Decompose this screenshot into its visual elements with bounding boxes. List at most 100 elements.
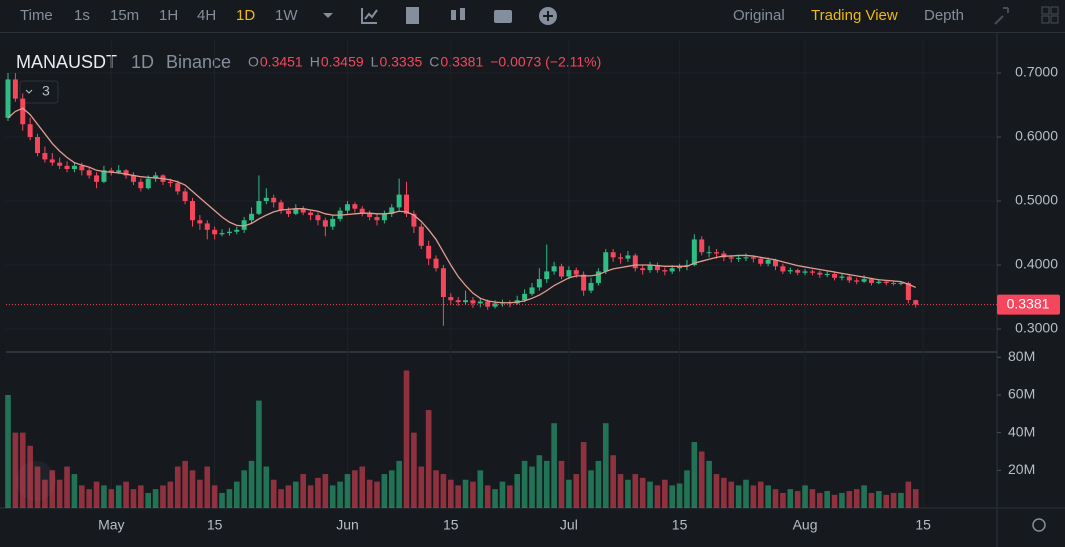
interval[interactable]: 1H (159, 7, 179, 24)
volume-bar (499, 481, 506, 508)
y-tick-label: 60M (1008, 386, 1035, 402)
candle-body (581, 274, 587, 291)
candle-body (138, 181, 144, 189)
candle-body (485, 301, 491, 307)
candle-body (381, 213, 387, 221)
candle-body (42, 153, 48, 160)
interval[interactable]: 15m (110, 7, 140, 24)
volume-bar (440, 474, 447, 508)
candle-body (101, 170, 107, 182)
volume-bar (101, 485, 107, 508)
candle-body (566, 270, 572, 277)
indicator-badge[interactable] (19, 80, 59, 104)
camera-icon[interactable] (494, 10, 512, 23)
candle-body (618, 257, 624, 259)
fullscreen-icon[interactable] (994, 7, 1009, 25)
volume-bar (455, 485, 461, 508)
volume-bar (654, 485, 661, 508)
ohlc-value: 0.3381 (440, 54, 483, 70)
candle-body (12, 79, 18, 99)
volume-bar (787, 489, 794, 508)
volume-bar (108, 489, 115, 508)
volume-bar (263, 466, 270, 508)
volume-bar (174, 466, 181, 508)
volume-bar (418, 466, 425, 508)
volume-bar (676, 483, 683, 508)
candle-body (35, 137, 41, 154)
volume-bar (115, 485, 122, 508)
volume-bar (411, 432, 417, 508)
candle-body (57, 162, 63, 166)
candle-body (455, 300, 461, 303)
candle-body (750, 257, 756, 259)
interval[interactable]: 1s (74, 7, 90, 24)
candle-body (802, 271, 808, 273)
candle-body (765, 259, 771, 264)
volume-bar (462, 479, 469, 508)
volume-bar (647, 481, 653, 508)
indicator-icon[interactable] (406, 7, 419, 24)
change: −0.0073 (−2.11%) (490, 54, 601, 70)
exchange: Binance (166, 52, 231, 72)
volume-bar (625, 479, 631, 508)
chart: MANAUSDT 1D Binance 3 O 0.3451 H 0.3459 L 0.3… (0, 32, 1065, 547)
interval[interactable]: Time (20, 7, 53, 24)
volume-bar (123, 481, 129, 508)
candle-body (256, 201, 262, 214)
candle-body (64, 165, 70, 170)
candle-body (330, 218, 336, 227)
candle-body (308, 212, 314, 216)
candle-icon (460, 8, 465, 20)
candle-body (913, 300, 919, 305)
candle-body (86, 170, 92, 176)
volume-bar (817, 492, 823, 508)
interval[interactable]: 4H (197, 7, 217, 24)
candle-body (463, 300, 469, 303)
settings-icon[interactable] (1032, 518, 1046, 532)
candle-body (559, 266, 564, 277)
interval[interactable]: 1W (275, 7, 298, 24)
volume-bar (145, 492, 152, 508)
volume-bar (197, 479, 203, 508)
volume-bar (307, 485, 314, 508)
volume-bar (809, 489, 816, 508)
layout-icon[interactable] (1041, 6, 1050, 15)
volume-bar (270, 479, 277, 508)
interval[interactable]: 1D (236, 7, 256, 24)
symbol: MANAUSDT (16, 52, 117, 72)
y-tick-label: 80M (1008, 348, 1035, 364)
view-tab[interactable]: Depth (924, 7, 965, 24)
candle-body (27, 124, 33, 138)
x-tick-label: Aug (793, 517, 818, 533)
volume-bar (780, 492, 786, 508)
view-tab[interactable]: Trading View (811, 7, 898, 24)
draw-icon[interactable] (361, 8, 378, 24)
candle-body (278, 202, 284, 211)
candle-body (71, 165, 77, 170)
candle-body (662, 270, 668, 272)
candle-body (226, 231, 232, 234)
dropdown-icon[interactable] (323, 13, 333, 18)
candle-body (839, 276, 845, 278)
volume-bar (329, 485, 336, 508)
volume-bar (735, 485, 742, 508)
candle-body (440, 268, 446, 298)
ohlc-key: L (371, 54, 379, 70)
volume-bar (831, 494, 838, 508)
candle-icon[interactable] (451, 10, 456, 20)
volume-bar (743, 479, 749, 508)
last-price-tag (997, 294, 1060, 315)
view-tab[interactable]: Original (733, 7, 785, 24)
candle-body (809, 271, 815, 273)
candle-body (315, 215, 321, 221)
moving-average (7, 107, 916, 304)
candle-body (691, 239, 697, 266)
ohlc-value: 0.3335 (379, 54, 422, 70)
volume-bar (632, 474, 639, 508)
candle-body (713, 252, 719, 254)
candle-body (669, 268, 675, 272)
candle-body (736, 257, 742, 259)
volume-bar (42, 479, 48, 508)
volume-bar (876, 491, 882, 508)
volume-bar (337, 481, 343, 508)
